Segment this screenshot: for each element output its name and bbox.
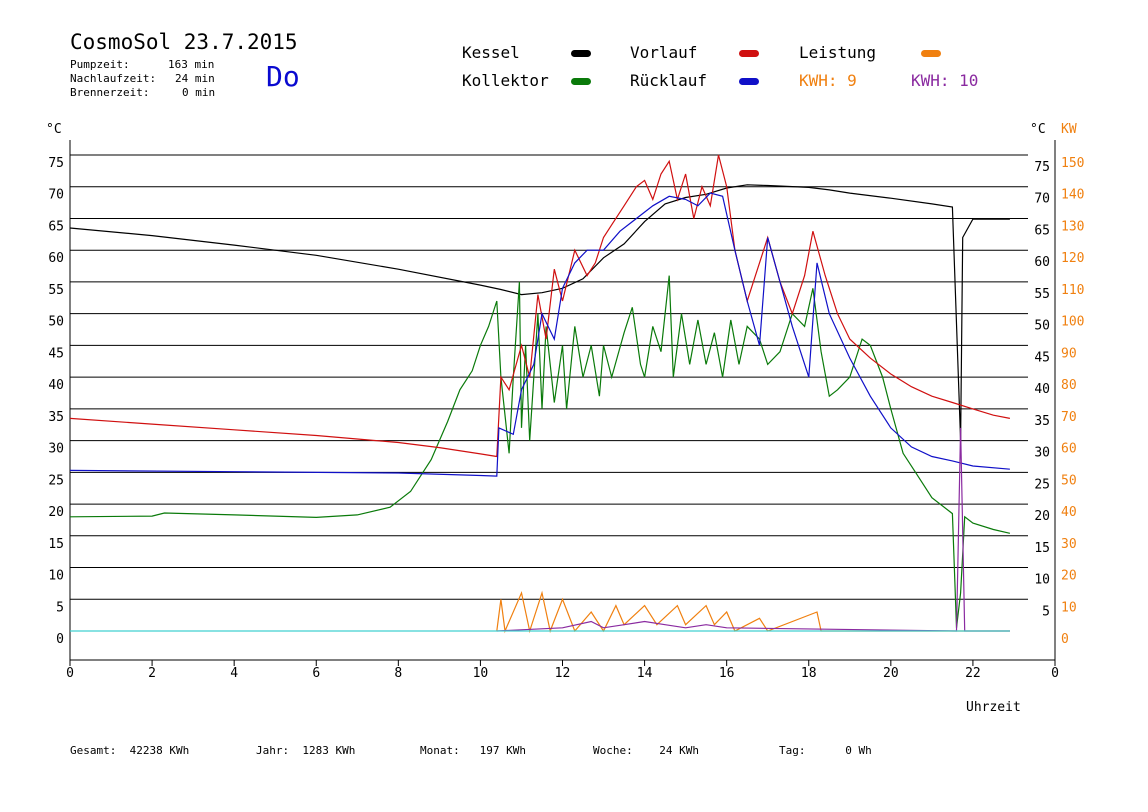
chart-title: CosmoSol 23.7.2015 bbox=[70, 30, 298, 54]
x-tick-label-5: 10 bbox=[473, 666, 489, 681]
y-tick-right-kw-10: 10 bbox=[1061, 600, 1077, 615]
legend-kollektor: Kollektor bbox=[462, 71, 549, 90]
y-tick-right-c-45: 45 bbox=[1034, 350, 1050, 365]
y-tick-right-kw-20: 20 bbox=[1061, 569, 1077, 584]
x-tick-label-12: 0 bbox=[1051, 666, 1059, 681]
y-tick-right-kw-0: 0 bbox=[1061, 632, 1069, 647]
y-tick-right-c-35: 35 bbox=[1034, 414, 1050, 429]
footer-monat: Monat: 197 KWh bbox=[420, 744, 526, 757]
y-tick-right-c-65: 65 bbox=[1034, 223, 1050, 238]
legend-ruecklauf: Rücklauf bbox=[630, 71, 708, 90]
legend-kessel: Kessel bbox=[462, 43, 520, 62]
x-tick-label-0: 0 bbox=[66, 666, 74, 681]
y-tick-right-c-25: 25 bbox=[1034, 477, 1050, 492]
y-tick-right-c-40: 40 bbox=[1034, 382, 1050, 397]
series-leistung bbox=[496, 590, 1010, 634]
pumpzeit-value: 163 min bbox=[168, 58, 215, 71]
x-tick-label-2: 4 bbox=[230, 666, 238, 681]
y-tick-left-50: 50 bbox=[48, 315, 64, 330]
weekday: Do bbox=[266, 60, 300, 93]
legend-kessel-swatch bbox=[571, 50, 591, 57]
x-axis-label: Uhrzeit bbox=[966, 700, 1021, 715]
y-tick-right-c-75: 75 bbox=[1034, 160, 1050, 175]
legend-leistung: Leistung bbox=[799, 43, 877, 62]
y-tick-left-35: 35 bbox=[48, 410, 64, 425]
series-kessel bbox=[69, 184, 1010, 441]
series-kwh-10 bbox=[496, 427, 1010, 632]
y-tick-right-kw-100: 100 bbox=[1061, 315, 1084, 330]
right-axis-unit-kw: KW bbox=[1061, 122, 1077, 137]
x-tick-label-3: 6 bbox=[312, 666, 320, 681]
x-tick-label-11: 22 bbox=[965, 666, 981, 681]
y-tick-right-kw-130: 130 bbox=[1061, 219, 1084, 234]
y-tick-left-60: 60 bbox=[48, 251, 64, 266]
y-tick-right-kw-120: 120 bbox=[1061, 251, 1084, 266]
legend-kwh-1: KWH: 9 bbox=[799, 71, 857, 90]
y-tick-right-c-5: 5 bbox=[1042, 604, 1050, 619]
left-axis-unit: °C bbox=[46, 122, 62, 137]
y-tick-left-25: 25 bbox=[48, 473, 64, 488]
legend-leistung-swatch bbox=[921, 50, 941, 57]
y-tick-left-40: 40 bbox=[48, 378, 64, 393]
nachlaufzeit-label: Nachlaufzeit: bbox=[70, 72, 157, 85]
brennerzeit-label: Brennerzeit: bbox=[70, 86, 150, 99]
y-tick-right-kw-140: 140 bbox=[1061, 188, 1084, 203]
y-tick-right-c-55: 55 bbox=[1034, 287, 1050, 302]
right-axis-unit-c: °C bbox=[1030, 122, 1046, 137]
y-tick-left-15: 15 bbox=[48, 537, 64, 552]
series-vorlauf bbox=[69, 154, 1011, 458]
footer-woche: Woche: 24 KWh bbox=[593, 744, 699, 757]
y-tick-right-kw-50: 50 bbox=[1061, 473, 1077, 488]
x-tick-label-4: 8 bbox=[394, 666, 402, 681]
y-tick-left-70: 70 bbox=[48, 188, 64, 203]
y-tick-right-kw-40: 40 bbox=[1061, 505, 1077, 520]
x-tick-label-8: 16 bbox=[719, 666, 735, 681]
series-kollektor bbox=[69, 275, 1011, 628]
y-tick-right-c-60: 60 bbox=[1034, 255, 1050, 270]
x-tick-label-1: 2 bbox=[148, 666, 156, 681]
y-tick-left-30: 30 bbox=[48, 442, 64, 457]
y-tick-left-10: 10 bbox=[48, 569, 64, 584]
footer-tag: Tag: 0 Wh bbox=[779, 744, 872, 757]
y-tick-left-0: 0 bbox=[56, 632, 64, 647]
y-tick-right-c-30: 30 bbox=[1034, 446, 1050, 461]
legend-kwh-2: KWH: 10 bbox=[911, 71, 979, 90]
y-tick-left-55: 55 bbox=[48, 283, 64, 298]
footer-jahr: Jahr: 1283 KWh bbox=[256, 744, 356, 757]
y-tick-right-c-20: 20 bbox=[1034, 509, 1050, 524]
brennerzeit-value: 0 min bbox=[182, 86, 216, 99]
y-tick-right-kw-90: 90 bbox=[1061, 346, 1077, 361]
legend-vorlauf-swatch bbox=[739, 50, 759, 57]
legend-vorlauf: Vorlauf bbox=[630, 43, 698, 62]
x-tick-label-9: 18 bbox=[801, 666, 817, 681]
y-tick-left-45: 45 bbox=[48, 346, 64, 361]
y-tick-right-kw-110: 110 bbox=[1061, 283, 1084, 298]
legend-kollektor-swatch bbox=[571, 78, 591, 85]
y-tick-left-75: 75 bbox=[48, 156, 64, 171]
y-tick-left-65: 65 bbox=[48, 219, 64, 234]
y-tick-right-c-10: 10 bbox=[1034, 573, 1050, 588]
y-tick-left-20: 20 bbox=[48, 505, 64, 520]
pumpzeit-label: Pumpzeit: bbox=[70, 58, 130, 71]
y-tick-right-c-15: 15 bbox=[1034, 541, 1050, 556]
x-tick-label-6: 12 bbox=[555, 666, 571, 681]
series-r-cklauf bbox=[69, 192, 1010, 477]
x-tick-label-10: 20 bbox=[883, 666, 899, 681]
x-tick-label-7: 14 bbox=[637, 666, 653, 681]
y-tick-right-c-50: 50 bbox=[1034, 319, 1050, 334]
y-tick-right-kw-60: 60 bbox=[1061, 442, 1077, 457]
y-tick-right-kw-150: 150 bbox=[1061, 156, 1084, 171]
y-tick-left-5: 5 bbox=[56, 600, 64, 615]
nachlaufzeit-value: 24 min bbox=[175, 72, 215, 85]
y-tick-right-kw-80: 80 bbox=[1061, 378, 1077, 393]
legend-ruecklauf-swatch bbox=[739, 78, 759, 85]
y-tick-right-kw-70: 70 bbox=[1061, 410, 1077, 425]
footer-gesamt: Gesamt: 42238 KWh bbox=[70, 744, 190, 757]
y-tick-right-kw-30: 30 bbox=[1061, 537, 1077, 552]
y-tick-right-c-70: 70 bbox=[1034, 192, 1050, 207]
